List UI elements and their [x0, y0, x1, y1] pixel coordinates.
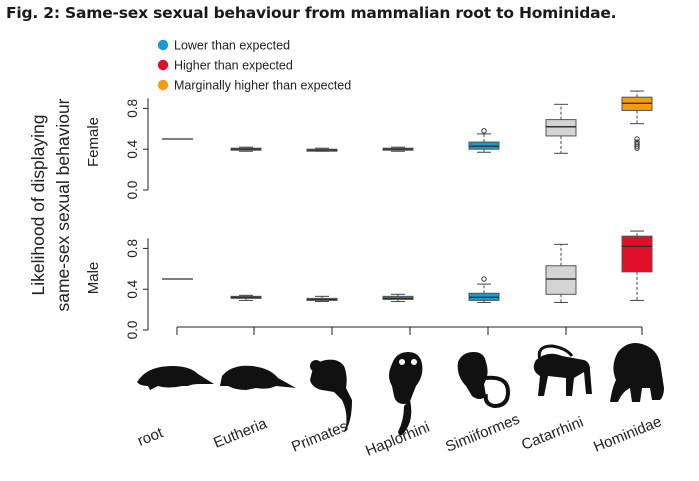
legend-swatch-2	[157, 79, 169, 91]
x-tick-label-eutheria: Eutheria	[211, 415, 270, 452]
box-0-eutheria	[230, 146, 262, 152]
hominidae-animal-icon	[610, 343, 664, 402]
outlier-3	[634, 143, 640, 149]
x-tick-label-hominidae: Hominidae	[591, 413, 664, 456]
box-0-catarrhini	[545, 103, 577, 154]
x-tick-label-catarrhini: Catarrhini	[519, 414, 586, 454]
box-0-primates	[306, 147, 338, 152]
box-iqr	[545, 265, 577, 295]
x-tick-label-haplorhini: Haplorhini	[363, 419, 432, 460]
y-axis-title-line-1: same-sex sexual behaviour	[53, 98, 73, 311]
y-tick-label-1-0: 0.0	[125, 321, 140, 340]
panel-0: Female 0.0 0.4 0.8	[85, 90, 653, 200]
outlier-4	[634, 145, 640, 151]
y-tick-label-1-2: 0.8	[125, 239, 140, 258]
box-0-haplorhini	[382, 146, 414, 152]
panel-label-1: Male	[85, 262, 102, 295]
figure-title: Fig. 2: Same-sex sexual behaviour from m…	[6, 4, 617, 22]
outlier-0	[634, 136, 640, 142]
silhouettes	[137, 343, 664, 436]
panel-label-0: Female	[85, 117, 102, 167]
outlier-0	[481, 128, 487, 134]
catarrhini-animal-icon	[533, 344, 592, 396]
legend: Lower than expected Higher than expected M…	[157, 39, 351, 93]
legend-swatch-0	[157, 39, 169, 51]
y-tick-label-0-1: 0.4	[125, 139, 140, 158]
box-1-eutheria	[230, 294, 262, 301]
y-tick-label-0-2: 0.8	[125, 99, 140, 118]
x-tick-label-simiiformes: Simiiformes	[443, 411, 522, 456]
box-1-hominidae	[621, 230, 653, 301]
x-axis	[176, 326, 643, 335]
legend-label-2: Marginally higher than expected	[174, 79, 351, 93]
y-axis-title-line-0: Likelihood of displaying	[28, 115, 48, 296]
outlier-0	[481, 276, 487, 282]
panels: Female 0.0 0.4 0.8 Male 0.0 0.4 0.8	[85, 90, 653, 340]
root-animal-icon	[137, 366, 214, 390]
box-iqr	[545, 119, 577, 137]
y-axis-title: Likelihood of displaying same-sex sexual …	[28, 98, 73, 311]
y-tick-label-1-1: 0.4	[125, 279, 140, 298]
box-1-primates	[306, 295, 338, 302]
box-0-simiiformes	[468, 128, 500, 153]
box-1-catarrhini	[545, 243, 577, 303]
box-iqr	[621, 235, 653, 273]
x-tick-label-primates: Primates	[289, 418, 350, 456]
box-1-simiiformes	[468, 276, 500, 303]
legend-swatch-1	[157, 59, 169, 71]
haplorhini-animal-icon	[389, 352, 423, 436]
y-tick-label-0-0: 0.0	[125, 181, 140, 200]
x-tick-labels: root Eutheria Primates Haplorhini Simiiforme…	[135, 411, 664, 460]
simiiformes-animal-icon	[457, 352, 511, 409]
box-1-haplorhini	[382, 293, 414, 302]
primates-animal-icon	[310, 359, 352, 433]
panel-1: Male 0.0 0.4 0.8	[85, 230, 653, 340]
x-tick-label-root: root	[135, 424, 166, 450]
box-0-hominidae	[621, 90, 653, 151]
eutheria-animal-icon	[220, 365, 296, 390]
legend-label-0: Lower than expected	[174, 39, 290, 53]
legend-label-1: Higher than expected	[174, 59, 293, 73]
